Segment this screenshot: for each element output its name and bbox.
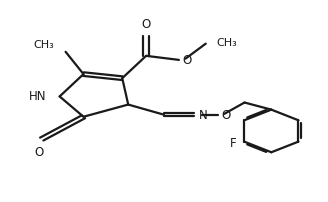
Text: CH₃: CH₃ bbox=[216, 37, 237, 47]
Text: CH₃: CH₃ bbox=[33, 40, 54, 49]
Text: HN: HN bbox=[29, 89, 46, 102]
Text: O: O bbox=[34, 145, 43, 158]
Text: F: F bbox=[230, 136, 237, 149]
Text: O: O bbox=[182, 54, 192, 67]
Text: N: N bbox=[199, 108, 208, 121]
Text: O: O bbox=[141, 18, 151, 31]
Text: O: O bbox=[222, 109, 231, 122]
